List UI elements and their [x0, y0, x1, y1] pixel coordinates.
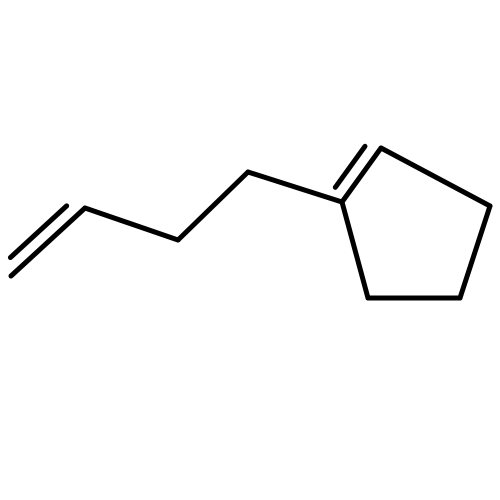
bond-line: [460, 206, 490, 298]
bond-line: [381, 148, 490, 206]
bond-line: [178, 172, 248, 240]
molecule-diagram: [0, 0, 500, 500]
bond-line: [335, 146, 365, 187]
bond-line: [85, 208, 178, 240]
bond-line: [342, 202, 368, 298]
bond-line: [342, 148, 381, 202]
bond-line: [11, 208, 85, 276]
bond-line: [248, 172, 342, 202]
